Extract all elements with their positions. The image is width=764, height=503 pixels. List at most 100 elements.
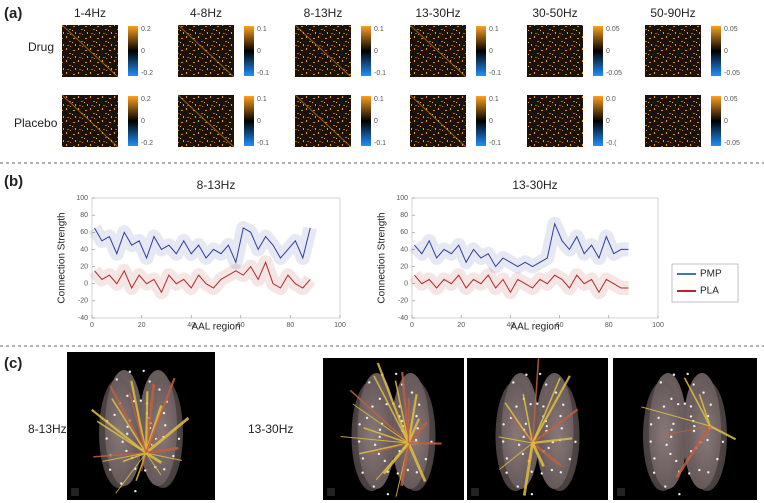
colorbar-label: 0.2	[141, 26, 151, 33]
matrix-diagonal	[61, 24, 119, 78]
colorbar-label: -0.1	[489, 140, 501, 147]
brain-node	[516, 485, 520, 488]
brain-edge	[531, 441, 562, 467]
brain-node	[108, 468, 112, 471]
brain-node	[675, 459, 678, 463]
brain-node	[706, 438, 709, 442]
colorbar-label: -0.(	[606, 140, 617, 147]
brain-node	[574, 440, 577, 444]
brain-node	[662, 405, 666, 408]
brain-node	[383, 459, 386, 463]
x-tick-label: 80	[605, 322, 613, 329]
panel-label: (c)	[4, 355, 22, 372]
colorbar-label: -0.2	[141, 70, 153, 77]
brain-node	[164, 424, 167, 427]
brain-edge	[504, 402, 534, 444]
brain-node	[163, 468, 166, 471]
brain-node	[416, 427, 419, 430]
brain-node	[686, 372, 689, 376]
brain-edge	[363, 427, 409, 444]
brain-node	[378, 428, 382, 432]
brain-edge	[531, 408, 579, 444]
brain-edge	[641, 406, 711, 427]
colorbar-label: -0.1	[257, 140, 269, 147]
matrix	[527, 25, 583, 77]
brain-hemisphere	[643, 381, 683, 491]
brain-edge	[709, 425, 737, 441]
brain-node	[125, 432, 129, 436]
brain-edge	[111, 398, 147, 454]
brain-node	[128, 370, 132, 373]
brain-edge	[93, 452, 147, 458]
x-tick-label: 20	[138, 322, 146, 329]
colorbar-label: 0.05	[724, 96, 738, 103]
brain-node	[394, 372, 398, 376]
brain-node	[372, 485, 376, 488]
colorbar-label: 0.0	[606, 96, 616, 103]
brain-hemisphere	[687, 381, 727, 491]
brain-node	[357, 440, 361, 443]
brain-node	[554, 391, 558, 394]
brain-edge	[352, 403, 409, 444]
y-tick-label: 80	[400, 212, 408, 219]
colorbar-label: 0.1	[374, 96, 384, 103]
band-title: 30-50Hz	[532, 6, 577, 20]
brain-edge	[145, 446, 179, 455]
brain-edge	[522, 442, 534, 496]
brain-label: 13-30Hz	[248, 422, 293, 436]
brain-node	[664, 485, 667, 488]
brain-node	[692, 383, 695, 386]
colorbar	[476, 26, 486, 76]
brain-node	[560, 427, 563, 430]
brain-edge	[660, 425, 711, 437]
brain-node	[424, 457, 428, 461]
y-tick-label: 40	[80, 246, 88, 253]
brain-node	[414, 438, 418, 442]
brain-node	[540, 472, 543, 475]
line-halo	[409, 216, 629, 274]
brain-node	[659, 381, 663, 384]
brain-node	[517, 443, 521, 447]
colorbar-label: -0.1	[257, 70, 269, 77]
brain-node	[672, 422, 675, 426]
brain-edge	[401, 371, 410, 444]
legend-label: PMP	[700, 269, 722, 280]
brain-hemisphere	[351, 381, 392, 491]
brain-node	[515, 405, 518, 408]
brain-node	[698, 468, 701, 472]
brain-node	[525, 373, 528, 376]
brain-edge	[141, 452, 147, 472]
brain-edge	[531, 377, 561, 444]
brain-edge	[683, 377, 711, 427]
brain-edge	[128, 392, 147, 454]
brain-edge	[109, 385, 147, 454]
brain-node	[524, 422, 528, 426]
x-tick-label: 40	[187, 322, 195, 329]
brain-node	[512, 381, 515, 384]
colorbar-label: 0.1	[257, 96, 267, 103]
brain-node	[378, 435, 381, 439]
brain-edge	[145, 416, 190, 455]
row-label: Placebo	[14, 116, 58, 130]
brain-node	[721, 440, 725, 444]
row-label: Drug	[28, 40, 54, 54]
y-tick-label: 0	[84, 281, 88, 288]
brain-edge	[135, 452, 147, 482]
brain-edge	[407, 418, 421, 444]
brain-node	[657, 416, 660, 420]
brain-node	[562, 403, 565, 406]
colorbar	[361, 26, 371, 76]
brain-node	[653, 457, 656, 460]
brain-node	[689, 405, 693, 408]
colorbar	[593, 26, 603, 76]
brain-edge	[376, 362, 410, 444]
brain-hemisphere	[495, 381, 536, 491]
brain-node	[530, 470, 533, 473]
brain-node	[692, 429, 696, 433]
brain-edge	[373, 375, 410, 444]
colorbar-label: 0	[141, 118, 145, 125]
brain-edge	[531, 442, 545, 467]
brain-edge	[122, 452, 147, 463]
y-tick-label: 100	[396, 195, 408, 202]
brain-hemisphere	[143, 378, 183, 488]
